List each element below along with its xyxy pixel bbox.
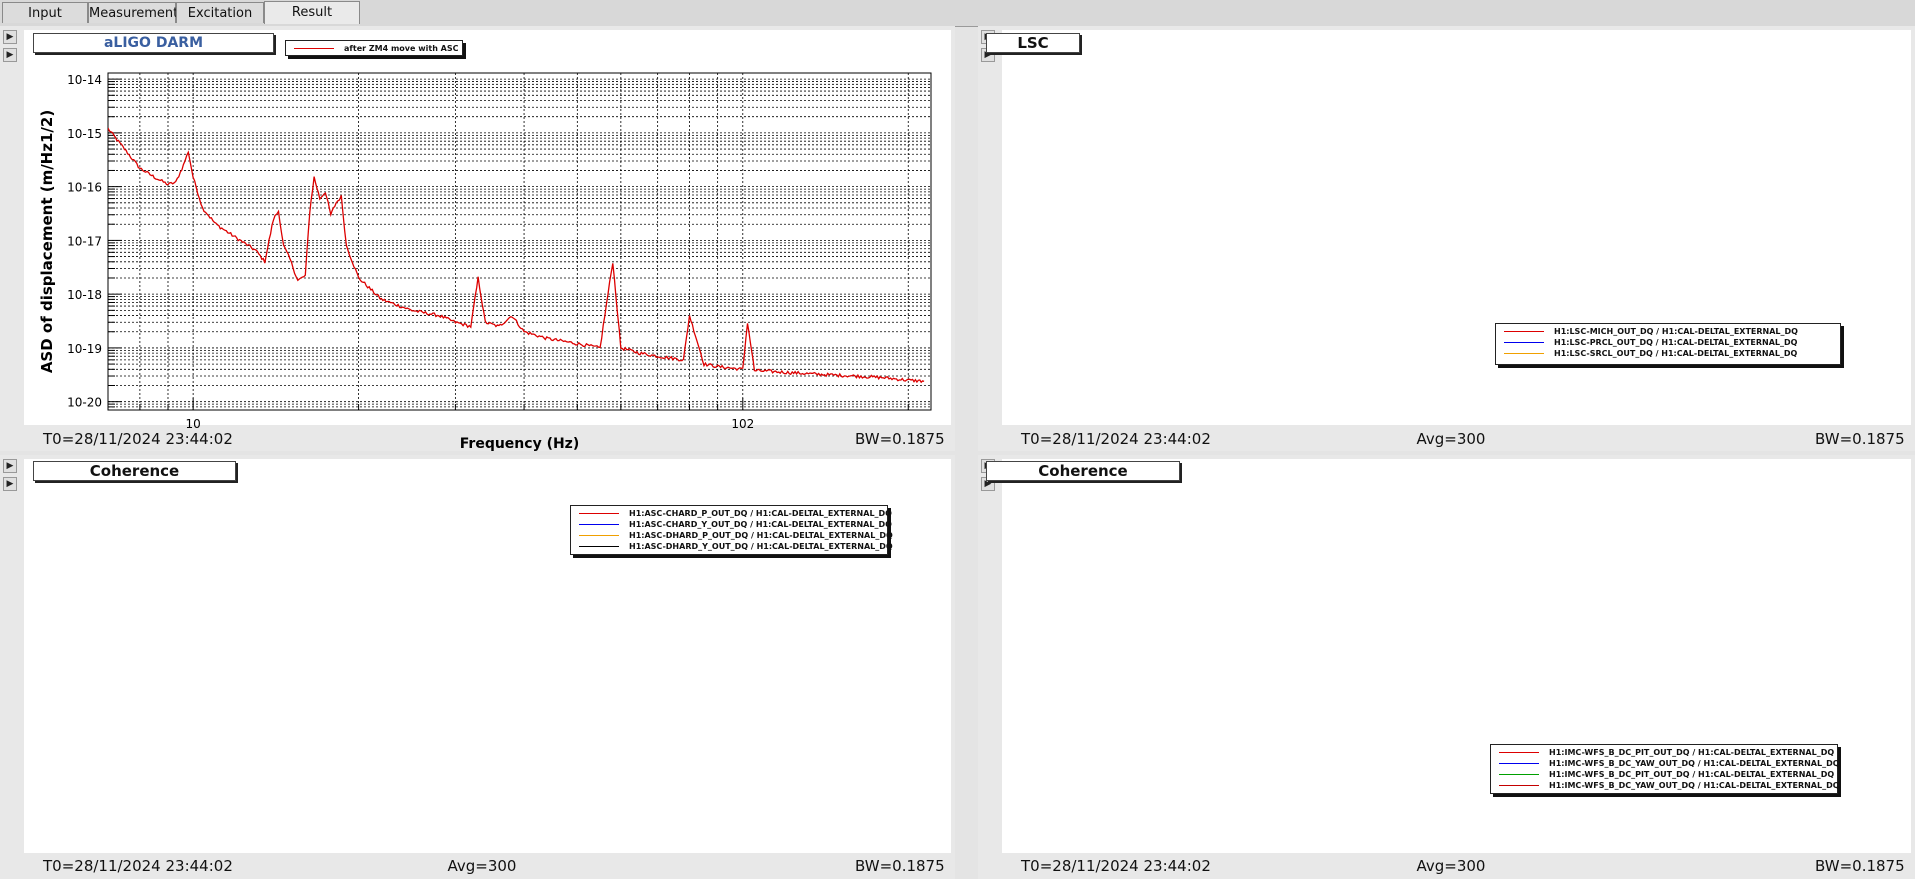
legend-entry: H1:IMC-WFS_B_DC_YAW_OUT_DQ / H1:CAL-DELT… xyxy=(1491,758,1840,769)
legend-label: H1:IMC-WFS_B_DC_PIT_OUT_DQ / H1:CAL-DELT… xyxy=(1549,770,1835,779)
y-tick-label: 10-17 xyxy=(67,234,102,248)
legend-label: after ZM4 move with ASC xyxy=(344,44,459,53)
y-tick-label: 10-18 xyxy=(67,288,102,302)
status-bw: BW=0.1875 xyxy=(1815,857,1905,875)
plot-title: LSC xyxy=(986,33,1080,53)
legend-label: H1:ASC-DHARD_Y_OUT_DQ / H1:CAL-DELTAL_EX… xyxy=(629,542,893,551)
legend-label: H1:ASC-DHARD_P_OUT_DQ / H1:CAL-DELTAL_EX… xyxy=(629,531,893,540)
legend-label: H1:LSC-PRCL_OUT_DQ / H1:CAL-DELTAL_EXTER… xyxy=(1554,338,1798,347)
legend-swatch xyxy=(1499,752,1539,753)
legend-label: H1:LSC-SRCL_OUT_DQ / H1:CAL-DELTAL_EXTER… xyxy=(1554,349,1798,358)
plot-background xyxy=(1002,30,1911,425)
legend-entry: H1:IMC-WFS_B_DC_YAW_OUT_DQ / H1:CAL-DELT… xyxy=(1491,780,1840,791)
tab-result[interactable]: Result xyxy=(264,1,360,24)
plot-frame xyxy=(107,72,932,411)
legend-swatch xyxy=(579,535,619,536)
tab-input[interactable]: Input xyxy=(2,2,88,23)
y-tick-label: 10-15 xyxy=(67,127,102,141)
status-avg: Avg=300 xyxy=(447,857,517,875)
plot-legend: H1:ASC-CHARD_P_OUT_DQ / H1:CAL-DELTAL_EX… xyxy=(570,505,893,555)
x-tick-label: 10 xyxy=(186,417,201,431)
legend-label: H1:ASC-CHARD_P_OUT_DQ / H1:CAL-DELTAL_EX… xyxy=(629,509,892,518)
tab-measurement[interactable]: Measurement xyxy=(88,2,178,23)
status-t0: T0=28/11/2024 23:44:02 xyxy=(1021,430,1211,448)
legend-entry: H1:LSC-MICH_OUT_DQ / H1:CAL-DELTAL_EXTER… xyxy=(1496,326,1840,337)
series-line xyxy=(108,127,925,384)
legend-swatch xyxy=(1499,763,1539,764)
panel-menu-arrow[interactable]: ▶ xyxy=(3,477,17,491)
legend-entry: H1:LSC-SRCL_OUT_DQ / H1:CAL-DELTAL_EXTER… xyxy=(1496,348,1840,359)
legend-swatch xyxy=(1499,774,1539,775)
x-axis-label: Frequency (Hz) xyxy=(460,436,579,452)
y-tick-label: 10-19 xyxy=(67,342,102,356)
legend-swatch xyxy=(1504,353,1544,354)
status-avg: Avg=300 xyxy=(1416,857,1486,875)
legend-swatch xyxy=(579,524,619,525)
tab-bar: Input Measurement Excitation Result xyxy=(0,0,1915,27)
legend-entry: H1:IMC-WFS_B_DC_PIT_OUT_DQ / H1:CAL-DELT… xyxy=(1491,769,1837,780)
legend-entry: after ZM4 move with ASC xyxy=(286,43,462,54)
legend-swatch xyxy=(1504,342,1544,343)
legend-swatch xyxy=(294,48,334,49)
legend-swatch xyxy=(1499,785,1539,786)
plot-title: aLIGO DARM xyxy=(33,33,274,53)
legend-entry: H1:ASC-CHARD_Y_OUT_DQ / H1:CAL-DELTAL_EX… xyxy=(571,519,892,530)
status-t0: T0=28/11/2024 23:44:02 xyxy=(1021,857,1211,875)
legend-swatch xyxy=(1504,331,1544,332)
legend-label: H1:IMC-WFS_B_DC_YAW_OUT_DQ / H1:CAL-DELT… xyxy=(1549,781,1840,790)
legend-label: H1:IMC-WFS_B_DC_YAW_OUT_DQ / H1:CAL-DELT… xyxy=(1549,759,1840,768)
tab-excitation[interactable]: Excitation xyxy=(176,2,264,23)
plot-legend: H1:IMC-WFS_B_DC_PIT_OUT_DQ / H1:CAL-DELT… xyxy=(1490,744,1840,794)
plot-legend: after ZM4 move with ASC xyxy=(285,40,463,56)
plot-title: Coherence xyxy=(33,461,236,481)
status-bw: BW=0.1875 xyxy=(855,430,945,448)
legend-entry: H1:ASC-DHARD_Y_OUT_DQ / H1:CAL-DELTAL_EX… xyxy=(571,541,893,552)
status-t0: T0=28/11/2024 23:44:02 xyxy=(43,430,233,448)
legend-entry: H1:LSC-PRCL_OUT_DQ / H1:CAL-DELTAL_EXTER… xyxy=(1496,337,1840,348)
plot-legend: H1:LSC-MICH_OUT_DQ / H1:CAL-DELTAL_EXTER… xyxy=(1495,323,1841,365)
legend-label: H1:LSC-MICH_OUT_DQ / H1:CAL-DELTAL_EXTER… xyxy=(1554,327,1798,336)
y-axis-label: ASD of displacement (m/Hz1/2) xyxy=(38,110,56,373)
x-tick-label: 102 xyxy=(731,417,754,431)
panel-menu-arrow[interactable]: ▶ xyxy=(3,459,17,473)
legend-swatch xyxy=(579,513,619,514)
panel-menu-arrow[interactable]: ▶ xyxy=(3,30,17,44)
y-tick-label: 10-16 xyxy=(67,181,102,195)
legend-entry: H1:ASC-DHARD_P_OUT_DQ / H1:CAL-DELTAL_EX… xyxy=(571,530,893,541)
legend-label: H1:ASC-CHARD_Y_OUT_DQ / H1:CAL-DELTAL_EX… xyxy=(629,520,892,529)
y-tick-label: 10-14 xyxy=(67,73,102,87)
status-avg: Avg=300 xyxy=(1416,430,1486,448)
legend-entry: H1:IMC-WFS_B_DC_PIT_OUT_DQ / H1:CAL-DELT… xyxy=(1491,747,1837,758)
panel-menu-arrow[interactable]: ▶ xyxy=(3,48,17,62)
status-bw: BW=0.1875 xyxy=(1815,430,1905,448)
legend-label: H1:IMC-WFS_B_DC_PIT_OUT_DQ / H1:CAL-DELT… xyxy=(1549,748,1835,757)
legend-entry: H1:ASC-CHARD_P_OUT_DQ / H1:CAL-DELTAL_EX… xyxy=(571,508,892,519)
status-t0: T0=28/11/2024 23:44:02 xyxy=(43,857,233,875)
y-tick-label: 10-20 xyxy=(67,396,102,410)
legend-swatch xyxy=(579,546,619,547)
plot-title: Coherence xyxy=(986,461,1180,481)
status-bw: BW=0.1875 xyxy=(855,857,945,875)
